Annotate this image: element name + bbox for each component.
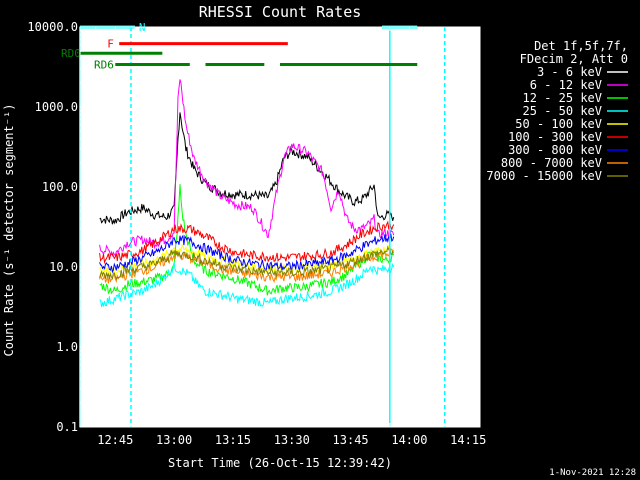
y-tick-label: 0.1 (56, 420, 78, 434)
chart-title: RHESSI Count Rates (199, 3, 362, 21)
x-tick-label: 13:15 (215, 433, 251, 447)
legend-entry-7: 800 - 7000 keV (501, 156, 602, 170)
series-line-6 (99, 233, 395, 274)
legend-entry-6: 300 - 800 keV (508, 143, 602, 157)
legend-entry-2: 12 - 25 keV (523, 91, 602, 105)
axes-frame (79, 26, 481, 428)
x-tick-label: 14:15 (450, 433, 486, 447)
annotation-RD6: RD6 (94, 58, 114, 71)
legend-entry-5: 100 - 300 keV (508, 130, 602, 144)
legend-entry-0: 3 - 6 keV (537, 65, 602, 79)
x-tick-label: 13:00 (156, 433, 192, 447)
annotation-RD0: RD0 (61, 47, 81, 60)
legend-header-1: FDecim 2, Att 0 (520, 52, 628, 66)
legend-entry-3: 25 - 50 keV (523, 104, 602, 118)
annotation-F: F (107, 38, 114, 51)
series-line-2 (99, 184, 395, 296)
plot-area (80, 27, 480, 427)
series-line-8 (99, 245, 394, 280)
legend-header-0: Det 1f,5f,7f, (534, 39, 628, 53)
y-tick-label: 10.0 (49, 260, 78, 274)
series-line-7 (99, 248, 395, 284)
legend-entry-4: 50 - 100 keV (515, 117, 602, 131)
series-line-5 (99, 220, 395, 265)
legend-entry-8: 7000 - 15000 keV (486, 169, 602, 183)
timestamp: 1-Nov-2021 12:28 (549, 468, 636, 478)
series-line-0 (99, 112, 395, 225)
y-tick-label: 10000.0 (27, 20, 78, 34)
x-tick-label: 13:30 (274, 433, 310, 447)
x-axis-label: Start Time (26-Oct-15 12:39:42) (168, 456, 392, 470)
y-tick-label: 1.0 (56, 340, 78, 354)
y-tick-label: 1000.0 (35, 100, 78, 114)
axes: 0.1 1.0 10.0 100.0 1000.0 10000.0 12:45 13:00 13… (27, 20, 486, 447)
y-tick-label: 100.0 (42, 180, 78, 194)
x-tick-label: 13:45 (333, 433, 369, 447)
y-axis-label: Count Rate (s⁻¹ detector segment⁻¹) (2, 104, 16, 357)
x-tick-label: 14:00 (391, 433, 427, 447)
plot-background (80, 27, 480, 427)
legend-entry-1: 6 - 12 keV (530, 78, 602, 92)
series-line-3 (99, 262, 395, 308)
x-tick-label: 12:45 (97, 433, 133, 447)
